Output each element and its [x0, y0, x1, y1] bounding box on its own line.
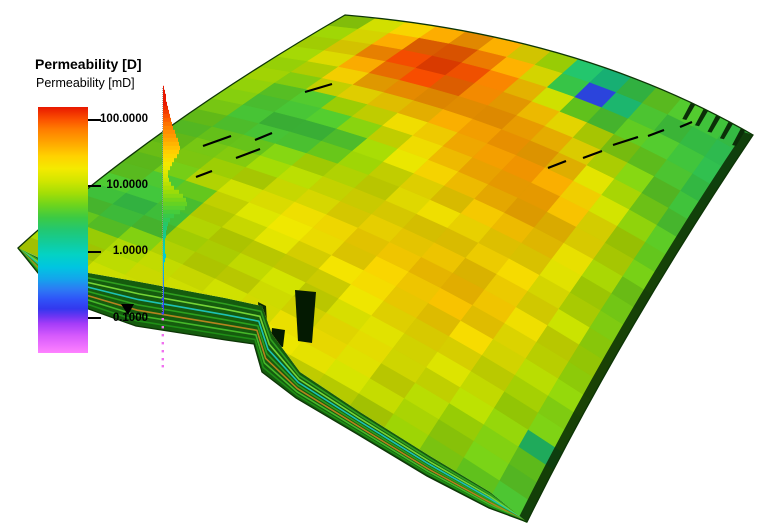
reservoir-grid-model — [17, 14, 754, 523]
permeability-histogram — [161, 85, 187, 368]
